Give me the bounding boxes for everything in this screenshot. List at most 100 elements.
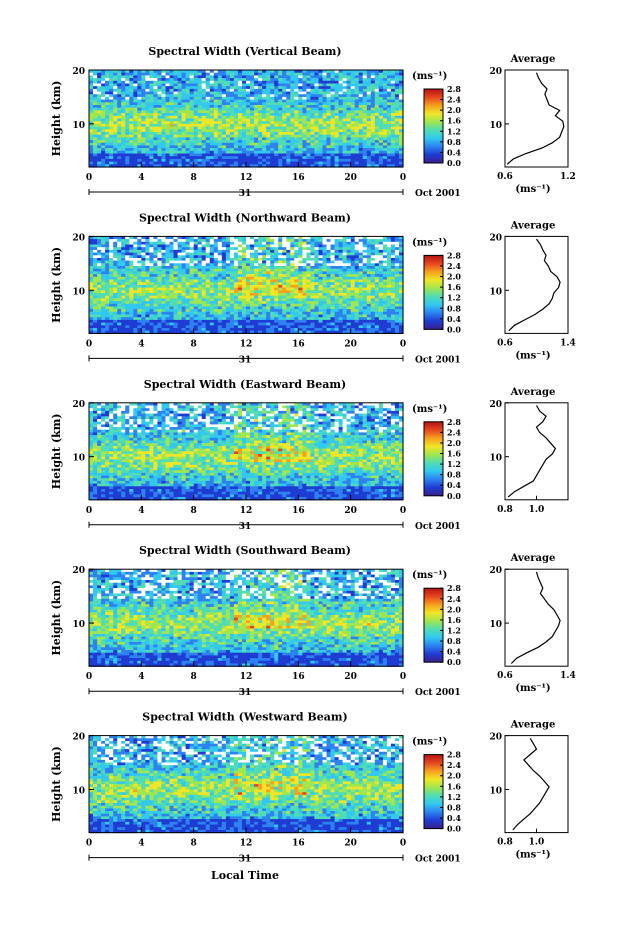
x-tick-label: 0 [86, 839, 92, 849]
x-tick-label: 20 [344, 839, 357, 849]
avg-x-label: (ms⁻¹) [515, 683, 550, 694]
x-tick-label: 0 [86, 339, 92, 349]
day-label: 31 [239, 688, 252, 698]
avg-x-label: (ms⁻¹) [515, 184, 550, 195]
colorbar-tick-label: 1.2 [447, 625, 461, 635]
x-tick-label: 20 [344, 672, 357, 682]
y-tick-label: 10 [72, 287, 85, 297]
colorbar-tick-label: 2.8 [447, 417, 461, 427]
avg-y-tick-label: 20 [489, 733, 502, 743]
colorbar-tick-label: 2.4 [447, 594, 461, 604]
colorbar-unit: (ms⁻¹) [412, 71, 447, 82]
date-label: Oct 2001 [415, 855, 461, 865]
avg-x-tick-label: 0.6 [497, 172, 513, 182]
x-tick-label: 20 [344, 506, 357, 516]
x-tick-label: 12 [240, 173, 253, 183]
colorbar-tick-label: 0.4 [447, 314, 461, 324]
x-tick-label: 12 [240, 672, 253, 682]
colorbar [423, 587, 444, 663]
heatmap [89, 569, 404, 667]
x-tick-label: 12 [240, 339, 253, 349]
avg-frame [504, 69, 569, 168]
colorbar-tick-label: 0.4 [447, 813, 461, 823]
avg-x-tick-label: 1.0 [529, 838, 545, 848]
avg-x-label: (ms⁻¹) [515, 350, 550, 361]
y-tick-label: 10 [72, 786, 85, 796]
x-tick-label: 12 [240, 839, 253, 849]
panel-5: Spectral Width (Westward Beam) Height (km… [50, 711, 569, 865]
colorbar-tick-label: 2.4 [447, 95, 461, 105]
colorbar-tick-label: 0.4 [447, 147, 461, 157]
x-tick-label: 20 [344, 173, 357, 183]
x-tick-label: 20 [344, 339, 357, 349]
y-axis-label: Height (km) [50, 247, 63, 323]
colorbar-tick-label: 0.0 [447, 324, 461, 334]
avg-profile-line [510, 571, 561, 664]
colorbar-tick-label: 0.8 [447, 802, 461, 812]
x-tick-label: 0 [400, 339, 406, 349]
colorbar-unit: (ms⁻¹) [412, 237, 447, 248]
avg-profile-line [506, 72, 565, 165]
colorbar-unit: (ms⁻¹) [412, 737, 447, 748]
y-tick-label: 20 [72, 233, 85, 243]
day-label: 31 [239, 189, 252, 199]
colorbar [423, 88, 444, 164]
x-tick-label: 4 [138, 339, 144, 349]
y-axis-label: Height (km) [50, 746, 63, 822]
avg-x-tick-label: 0.6 [497, 671, 513, 681]
y-tick-label: 10 [72, 454, 85, 464]
avg-profile-line [512, 737, 550, 831]
colorbar [423, 754, 444, 830]
colorbar-tick-label: 2.0 [447, 604, 461, 614]
x-tick-label: 0 [400, 839, 406, 849]
colorbar-tick-label: 0.8 [447, 303, 461, 313]
avg-frame [504, 568, 569, 667]
avg-title: Average [510, 220, 556, 231]
colorbar-tick-label: 0.0 [447, 158, 461, 168]
x-tick-label: 8 [191, 672, 197, 682]
x-tick-label: 0 [400, 506, 406, 516]
colorbar-unit: (ms⁻¹) [412, 570, 447, 581]
x-tick-label: 4 [138, 672, 144, 682]
avg-title: Average [510, 720, 556, 731]
colorbar-tick-label: 1.6 [447, 615, 461, 625]
avg-y-tick-label: 10 [489, 121, 502, 131]
colorbar-tick-label: 0.0 [447, 491, 461, 501]
colorbar-tick-label: 0.8 [447, 636, 461, 646]
y-tick-label: 20 [72, 733, 85, 743]
colorbar-tick-label: 2.4 [447, 261, 461, 271]
colorbar [423, 254, 444, 330]
panel-3: Spectral Width (Eastward Beam) Height (km… [50, 378, 569, 532]
colorbar-tick-label: 1.2 [447, 792, 461, 802]
heatmap [89, 236, 404, 334]
avg-y-tick-label: 10 [489, 620, 502, 630]
avg-y-tick-label: 10 [489, 454, 502, 464]
x-tick-label: 8 [191, 339, 197, 349]
x-tick-label: 4 [138, 839, 144, 849]
panel-1: Spectral Width (Vertical Beam) Height (km… [50, 45, 576, 199]
panel-title: Spectral Width (Vertical Beam) [148, 45, 341, 58]
date-label: Oct 2001 [415, 189, 461, 199]
panel-title: Spectral Width (Southward Beam) [139, 544, 351, 557]
x-tick-label: 4 [138, 173, 144, 183]
avg-x-tick-label: 1.4 [560, 338, 576, 348]
x-tick-label: 16 [292, 173, 305, 183]
x-tick-label: 0 [86, 506, 92, 516]
avg-frame [504, 402, 569, 501]
avg-frame [504, 735, 569, 834]
x-axis-label: Local Time [211, 869, 279, 882]
colorbar-tick-label: 0.4 [447, 647, 461, 657]
x-tick-label: 0 [86, 672, 92, 682]
colorbar-tick-label: 1.6 [447, 449, 461, 459]
avg-y-tick-label: 20 [489, 400, 502, 410]
avg-x-tick-label: 0.6 [497, 338, 513, 348]
y-axis-label: Height (km) [50, 580, 63, 656]
avg-y-tick-label: 10 [489, 786, 502, 796]
x-tick-label: 16 [292, 506, 305, 516]
y-tick-label: 20 [72, 400, 85, 410]
colorbar-tick-label: 2.0 [447, 771, 461, 781]
x-tick-label: 8 [191, 506, 197, 516]
date-label: Oct 2001 [415, 522, 461, 532]
colorbar [423, 421, 444, 497]
